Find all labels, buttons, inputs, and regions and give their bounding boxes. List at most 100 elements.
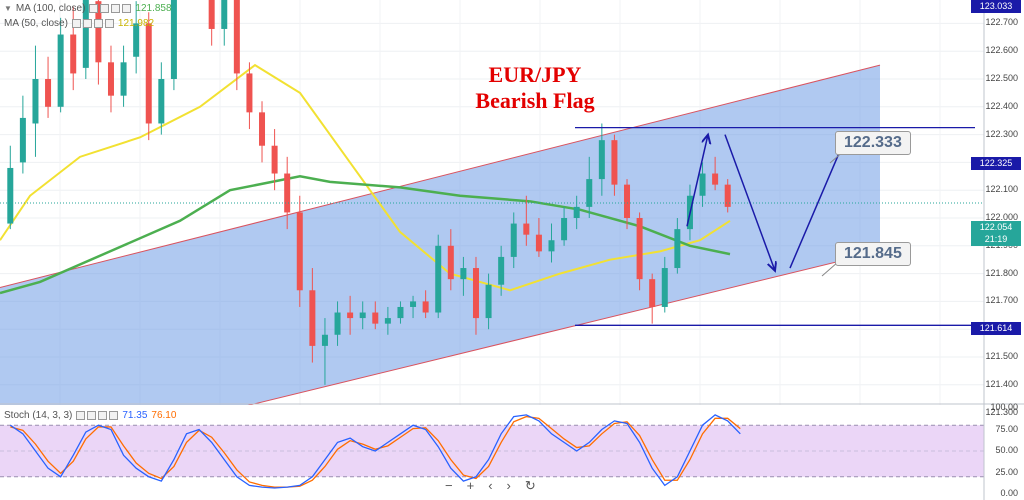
chart-toolbar: − + ‹ › ↻ xyxy=(445,478,536,494)
candle-body xyxy=(636,218,643,280)
candle-body xyxy=(535,234,542,252)
candle-body xyxy=(284,173,291,213)
price-axis-label: 121.300 xyxy=(985,406,1018,417)
stoch-label: Stoch (14, 3, 3) xyxy=(4,410,73,421)
price-axis-label: 121.700 xyxy=(985,295,1018,306)
price-axis-label: 121.500 xyxy=(985,351,1018,361)
stochastic-chart[interactable] xyxy=(0,405,1024,500)
price-axis-label: 122.300 xyxy=(985,128,1018,139)
candle-body xyxy=(561,218,568,241)
price-axis-label: 122.500 xyxy=(985,73,1018,83)
close-icon[interactable] xyxy=(111,4,121,13)
ma50-line xyxy=(0,63,731,292)
visibility-icon[interactable] xyxy=(76,411,86,420)
close-icon[interactable] xyxy=(98,411,108,420)
collapse-legend-icon[interactable]: ▼ xyxy=(4,4,12,13)
legend-buttons[interactable] xyxy=(71,19,114,28)
stoch-legend[interactable]: Stoch (14, 3, 3) 71.35 76.10 xyxy=(4,410,176,421)
more-icon[interactable] xyxy=(109,411,119,420)
chart-title: EUR/JPY Bearish Flag xyxy=(440,62,630,114)
price-axis-label: 122.100 xyxy=(985,184,1018,195)
candle-body xyxy=(384,318,391,324)
price-tag-resistance: 122.325 xyxy=(971,157,1021,170)
more-icon[interactable] xyxy=(122,4,132,13)
candle-body xyxy=(649,279,656,307)
candle-body xyxy=(510,223,517,257)
candle-body xyxy=(45,79,52,107)
ma50-value: 121.982 xyxy=(117,18,155,29)
candle-body xyxy=(32,79,39,124)
channel-fill xyxy=(0,65,880,405)
stoch-k-value: 71.35 xyxy=(122,410,148,421)
candle-body xyxy=(611,140,618,185)
candle-body xyxy=(435,245,442,313)
price-tag-top: 123.033 xyxy=(971,0,1021,13)
visibility-icon[interactable] xyxy=(71,19,81,28)
candle-body xyxy=(372,312,379,324)
price-axis-label: 122.000 xyxy=(985,212,1018,222)
ma100-legend[interactable]: ▼ MA (100, close) 121.858 xyxy=(4,3,172,14)
candle-body xyxy=(296,212,303,291)
callout-lower: 121.845 xyxy=(835,242,911,266)
scroll-forward-button[interactable]: › xyxy=(506,478,511,493)
candle-body xyxy=(70,34,77,74)
candle-body xyxy=(724,184,731,207)
candle-body xyxy=(523,223,530,235)
more-icon[interactable] xyxy=(104,19,114,28)
candle-body xyxy=(410,301,417,307)
candle-body xyxy=(57,34,64,107)
candle-body xyxy=(598,140,605,180)
candle-body xyxy=(246,73,253,113)
candle-body xyxy=(19,117,26,163)
ma50-legend[interactable]: MA (50, close) 121.982 xyxy=(4,18,154,29)
projection-arrow xyxy=(724,134,775,271)
legend-buttons[interactable] xyxy=(89,4,132,13)
zoom-out-button[interactable]: − xyxy=(445,478,453,493)
scroll-back-button[interactable]: ‹ xyxy=(488,478,493,493)
price-axis-label: 122.400 xyxy=(985,100,1018,111)
stoch-d-line xyxy=(10,415,741,488)
projection-arrow xyxy=(686,135,708,227)
candle-body xyxy=(586,179,593,207)
price-tag-support: 121.614 xyxy=(971,322,1021,335)
stoch-axis-label: 0.00 xyxy=(1000,488,1018,498)
candle-body xyxy=(498,256,505,285)
settings-icon[interactable] xyxy=(87,411,97,420)
candle-body xyxy=(674,229,681,269)
settings-icon[interactable] xyxy=(100,4,110,13)
settings-icon[interactable] xyxy=(82,19,92,28)
candle-body xyxy=(573,206,580,218)
candle-body xyxy=(699,173,706,196)
candle-body xyxy=(233,0,240,74)
candle-body xyxy=(95,1,102,63)
legend-buttons[interactable] xyxy=(76,411,119,420)
candle-body xyxy=(158,79,165,124)
candle-body xyxy=(221,0,228,29)
candle-body xyxy=(447,245,454,280)
candle-body xyxy=(82,0,89,68)
visibility-icon[interactable] xyxy=(89,4,99,13)
candle-body xyxy=(321,334,328,346)
reset-chart-button[interactable]: ↻ xyxy=(524,478,536,493)
price-chart[interactable] xyxy=(0,0,1024,405)
price-axis-label: 122.700 xyxy=(985,17,1018,28)
price-axis-label: 121.400 xyxy=(985,378,1018,389)
candle-body xyxy=(422,301,429,313)
candle-body xyxy=(661,268,668,307)
close-icon[interactable] xyxy=(93,19,103,28)
stoch-axis-label: 25.00 xyxy=(995,466,1018,477)
stoch-d-value: 76.10 xyxy=(151,410,177,421)
candle-body xyxy=(548,240,555,252)
channel-upper-line xyxy=(0,64,881,288)
stoch-axis-label: 100.00 xyxy=(990,402,1018,412)
candle-body xyxy=(624,184,631,218)
candle-body xyxy=(472,268,479,319)
candle-body xyxy=(7,167,14,224)
candle-body xyxy=(208,0,215,29)
price-tag-last: 122.054 xyxy=(971,221,1021,234)
candle-body xyxy=(485,284,492,319)
callout-upper: 122.333 xyxy=(835,131,911,155)
zoom-in-button[interactable]: + xyxy=(466,478,475,493)
candle-body xyxy=(271,145,278,174)
candle-body xyxy=(460,268,467,280)
